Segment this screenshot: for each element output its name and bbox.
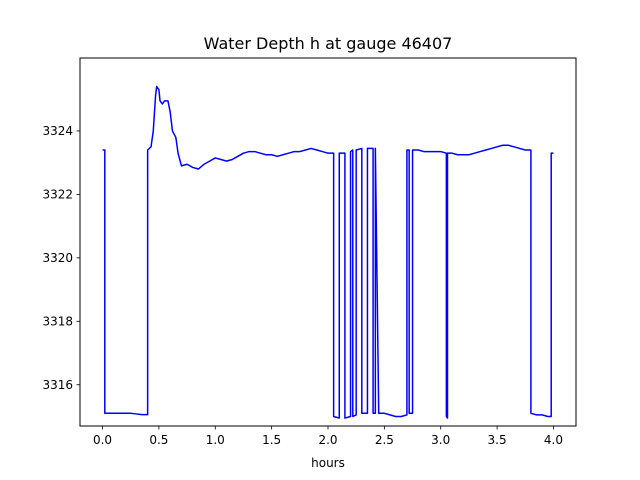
x-axis: 0.0 0.5 1.0 1.5 2.0 2.5 3.0 3.5 4.0 xyxy=(93,426,563,447)
y-tick-label: 3320 xyxy=(42,251,73,265)
y-tick-label: 3322 xyxy=(42,187,73,201)
y-axis: 3316 3318 3320 3322 3324 xyxy=(42,124,80,392)
y-tick-label: 3318 xyxy=(42,314,73,328)
plot-area xyxy=(102,85,554,419)
x-axis-label: hours xyxy=(311,456,345,470)
y-tick-label: 3324 xyxy=(42,124,73,138)
x-tick-label: 4.0 xyxy=(544,433,563,447)
x-tick-label: 0.0 xyxy=(93,433,112,447)
x-tick-label: 1.0 xyxy=(206,433,225,447)
x-tick-label: 1.5 xyxy=(262,433,281,447)
x-tick-label: 2.0 xyxy=(318,433,337,447)
x-tick-label: 3.0 xyxy=(431,433,450,447)
x-tick-label: 0.5 xyxy=(149,433,168,447)
x-tick-label: 3.5 xyxy=(488,433,507,447)
chart-title: Water Depth h at gauge 46407 xyxy=(204,34,453,53)
x-tick-label: 2.5 xyxy=(375,433,394,447)
series-line-0 xyxy=(102,85,554,419)
y-tick-label: 3316 xyxy=(42,378,73,392)
